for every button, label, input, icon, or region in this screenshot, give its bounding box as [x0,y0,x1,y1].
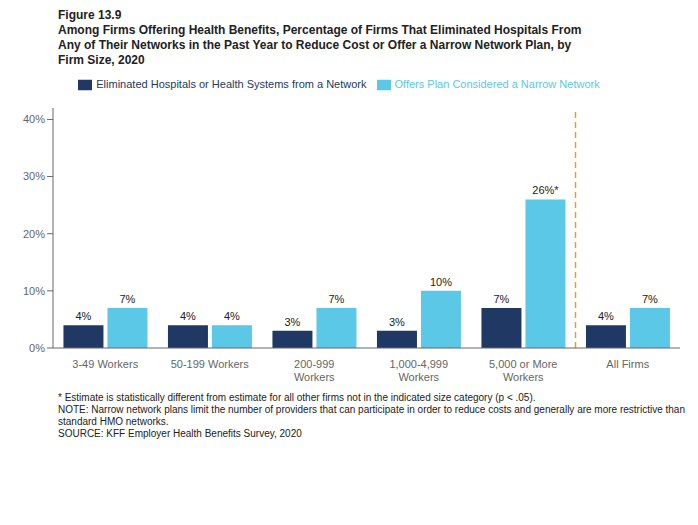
svg-text:30%: 30% [23,170,45,182]
html-text:* Estimate is statistically di: * Estimate is statistically different fr… [58,392,536,403]
svg-text:3%: 3% [284,316,300,328]
svg-text:7%: 7% [119,293,135,305]
svg-text:40%: 40% [23,113,45,125]
svg-text:7%: 7% [493,293,509,305]
svg-text:0%: 0% [29,342,45,354]
html-text:standard HMO networks.: standard HMO networks. [58,416,169,427]
html-text:Figure 13.9: Figure 13.9 [58,8,122,22]
html-text:Offers Plan Considered a Narro: Offers Plan Considered a Narrow Network [394,78,600,90]
svg-text:200-999Workers: 200-999Workers [294,358,335,383]
svg-text:1,000-4,999Workers: 1,000-4,999Workers [389,358,448,383]
html-text:NOTE: Narrow network plans lim: NOTE: Narrow network plans limit the num… [58,404,685,415]
svg-text:10%: 10% [23,285,45,297]
svg-text:7%: 7% [328,293,344,305]
html-text:Among Firms Offering Health Be: Among Firms Offering Health Benefits, Pe… [58,23,582,37]
svg-text:4%: 4% [598,310,614,322]
html-text:Eliminated Hospitals or Health: Eliminated Hospitals or Health Systems f… [96,78,367,90]
svg-text:All Firms: All Firms [606,358,649,370]
svg-text:20%: 20% [23,228,45,240]
svg-text:3%: 3% [389,316,405,328]
svg-text:5,000 or MoreWorkers: 5,000 or MoreWorkers [489,358,557,383]
html-text:Any of Their Networks in the P: Any of Their Networks in the Past Year t… [58,38,572,52]
html-text:Firm Size, 2020: Firm Size, 2020 [58,53,145,67]
svg-text:50-199 Workers: 50-199 Workers [171,358,250,370]
svg-text:4%: 4% [224,310,240,322]
html-text:SOURCE: KFF Employer Health Be: SOURCE: KFF Employer Health Benefits Sur… [58,428,302,439]
svg-text:4%: 4% [180,310,196,322]
svg-text:3-49 Workers: 3-49 Workers [72,358,138,370]
svg-text:26%*: 26%* [532,184,559,196]
svg-text:10%: 10% [430,276,452,288]
svg-text:7%: 7% [642,293,658,305]
svg-text:4%: 4% [75,310,91,322]
